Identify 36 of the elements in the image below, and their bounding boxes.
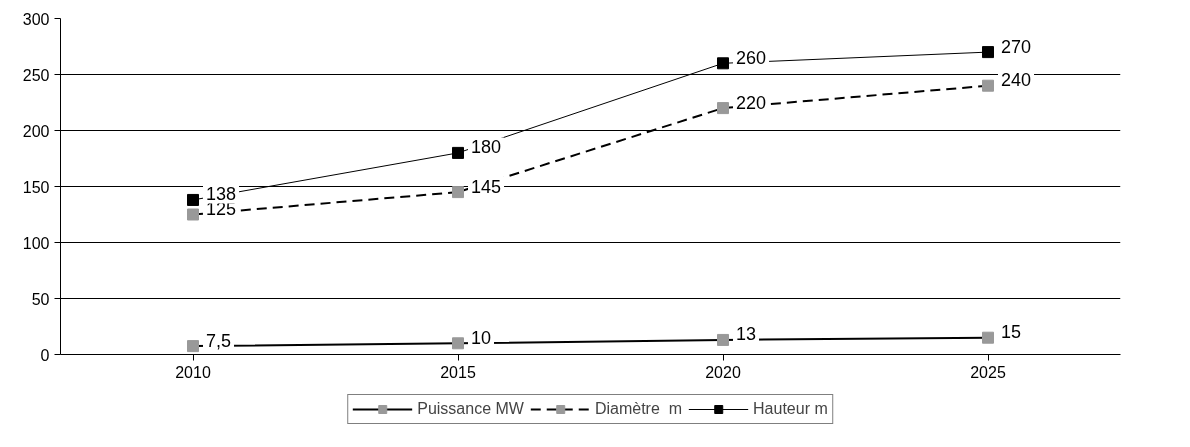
x-tick-label: 2020: [705, 363, 741, 381]
y-tick-label: 300: [22, 10, 50, 28]
x-tick-label: 2015: [440, 363, 476, 381]
y-tick-label: 50: [31, 290, 50, 308]
point: [717, 57, 729, 70]
point: [452, 146, 464, 159]
point: [452, 337, 464, 350]
data-label: 13: [736, 324, 757, 345]
y-tick-label: 100: [22, 234, 50, 252]
y-tick-label: 0: [40, 346, 50, 364]
point: [717, 333, 729, 346]
legend-label: Diamètre m: [594, 400, 683, 418]
data-label: 15: [1001, 322, 1022, 343]
y-tick-label: 150: [22, 178, 50, 196]
data-label: 240: [1001, 70, 1032, 91]
point: [187, 340, 199, 353]
legend-label: Puissance MW: [417, 400, 524, 418]
x-tick-label: 2010: [175, 363, 211, 381]
point: [187, 208, 199, 221]
data-label: 220: [736, 92, 767, 113]
point: [982, 46, 994, 59]
data-label: 10: [471, 327, 492, 348]
x-tick-label: 2025: [970, 363, 1006, 381]
point: [982, 79, 994, 92]
point: [187, 193, 199, 206]
y-tick-label: 200: [22, 122, 50, 140]
data-label: 270: [1001, 36, 1032, 57]
legend-label: Hauteur m: [753, 400, 828, 418]
y-tick-label: 250: [22, 66, 50, 84]
point: [452, 186, 464, 199]
point: [717, 102, 729, 115]
data-label: 260: [736, 47, 767, 68]
data-label: 180: [471, 137, 502, 158]
data-label: 145: [471, 176, 502, 197]
data-label: 7,5: [206, 330, 232, 351]
point: [982, 331, 994, 344]
